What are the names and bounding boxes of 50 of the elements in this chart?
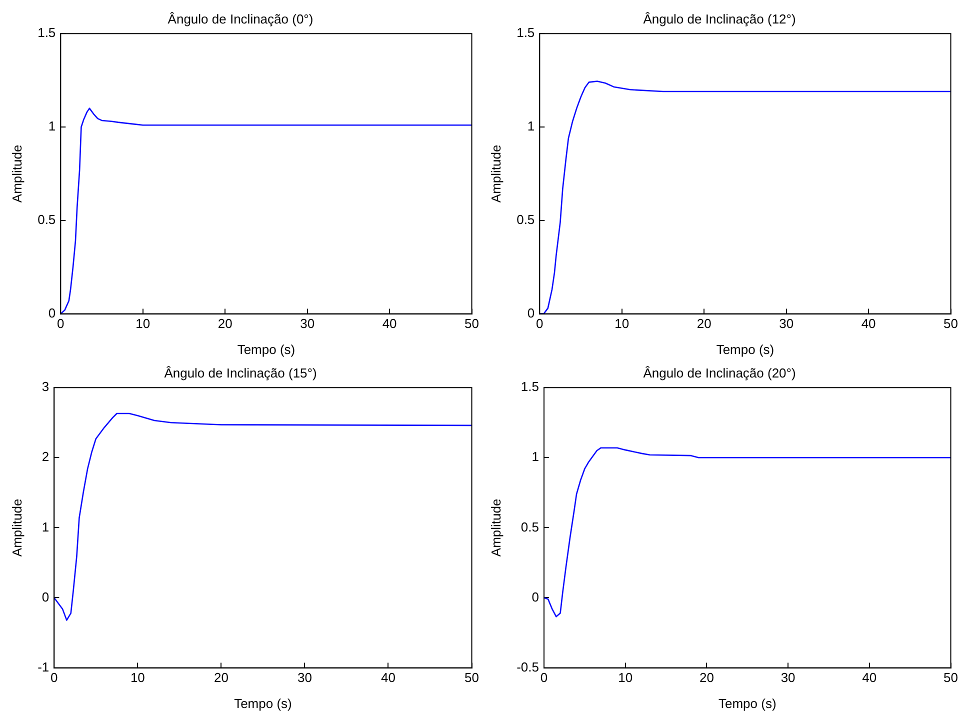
x-tick-label: 30 — [300, 316, 315, 332]
x-tick-label: 50 — [944, 670, 958, 686]
x-tick-label: 10 — [618, 670, 633, 686]
y-tick-label: -0.5 — [516, 659, 539, 674]
y-tick-label: 1 — [527, 118, 535, 134]
y-tick-label: 0.5 — [38, 212, 56, 227]
x-tick-label: 40 — [861, 316, 876, 332]
y-tick-label: 1 — [42, 519, 50, 534]
x-tick-label: 20 — [696, 316, 712, 332]
x-tick-label: 40 — [862, 670, 877, 686]
chart-title: Ângulo de Inclinação (0°) — [168, 11, 314, 26]
y-tick-label: 0 — [527, 305, 535, 320]
y-tick-label: 1.5 — [38, 25, 56, 40]
x-tick-label: 10 — [130, 670, 145, 686]
x-axis-title: Tempo (s) — [234, 696, 292, 711]
x-tick-label: 30 — [780, 670, 796, 686]
y-tick-label: 0 — [48, 305, 56, 320]
x-tick-label: 40 — [382, 316, 397, 332]
y-axis-title: Amplitude — [488, 144, 504, 203]
x-tick-label: 50 — [464, 670, 480, 686]
x-tick-label: 40 — [381, 670, 396, 686]
chart-title: Ângulo de Inclinação (15°) — [164, 365, 317, 380]
y-axis-title: Amplitude — [9, 144, 24, 203]
x-tick-label: 20 — [699, 670, 714, 686]
x-tick-label: 50 — [464, 316, 480, 332]
y-tick-label: 1 — [48, 118, 56, 134]
y-axis-title: Amplitude — [488, 498, 504, 557]
y-tick-label: 1.5 — [520, 379, 539, 394]
x-tick-label: 20 — [218, 316, 232, 332]
y-tick-label: 1 — [532, 449, 539, 464]
x-tick-label: 30 — [779, 316, 794, 332]
y-tick-label: 0.5 — [516, 212, 535, 227]
chart-title: Ângulo de Inclinação (12°) — [643, 11, 796, 26]
y-tick-label: 3 — [42, 379, 50, 394]
x-axis-title: Tempo (s) — [718, 696, 776, 711]
y-tick-label: 1.5 — [516, 25, 535, 40]
x-tick-label: 50 — [944, 316, 958, 332]
y-tick-label: 0.5 — [520, 519, 539, 534]
y-tick-label: -1 — [38, 659, 50, 674]
y-tick-label: 2 — [42, 449, 50, 464]
y-tick-label: 0 — [42, 589, 50, 604]
x-axis-title: Tempo (s) — [237, 342, 296, 357]
x-tick-label: 10 — [614, 316, 630, 332]
x-tick-label: 30 — [297, 670, 312, 686]
x-tick-label: 10 — [136, 316, 150, 332]
y-axis-title: Amplitude — [9, 498, 24, 557]
x-tick-label: 20 — [214, 670, 228, 686]
y-tick-label: 0 — [532, 589, 539, 604]
x-axis-title: Tempo (s) — [716, 342, 774, 357]
chart-title: Ângulo de Inclinação (20°) — [643, 365, 796, 380]
